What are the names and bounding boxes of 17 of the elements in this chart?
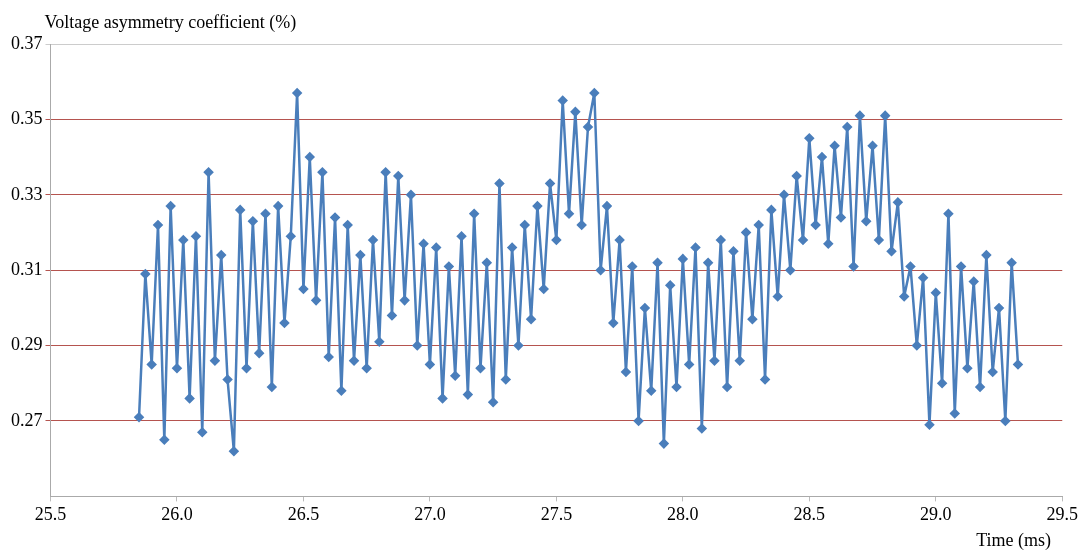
- x-tick-label: 28.0: [667, 503, 699, 524]
- y-axis-title: Voltage asymmetry coefficient (%): [44, 11, 297, 33]
- x-tick-label: 26.0: [161, 503, 193, 524]
- x-tick-label: 27.0: [414, 503, 446, 524]
- y-tick-label: 0.35: [11, 108, 43, 129]
- x-tick-label: 26.5: [287, 503, 320, 524]
- x-tick-label: 25.5: [34, 503, 67, 524]
- y-tick-label: 0.33: [11, 183, 43, 204]
- y-tick-label: 0.37: [11, 32, 43, 53]
- x-axis-title: Time (ms): [976, 529, 1051, 551]
- x-tick-label: 27.5: [540, 503, 573, 524]
- x-tick-label: 29.5: [1046, 503, 1078, 524]
- x-tick-label: 28.5: [793, 503, 826, 524]
- y-tick-label: 0.31: [11, 258, 43, 279]
- x-tick-label: 29.0: [920, 503, 952, 524]
- y-tick-label: 0.29: [11, 334, 43, 355]
- y-tick-label: 0.27: [11, 409, 43, 430]
